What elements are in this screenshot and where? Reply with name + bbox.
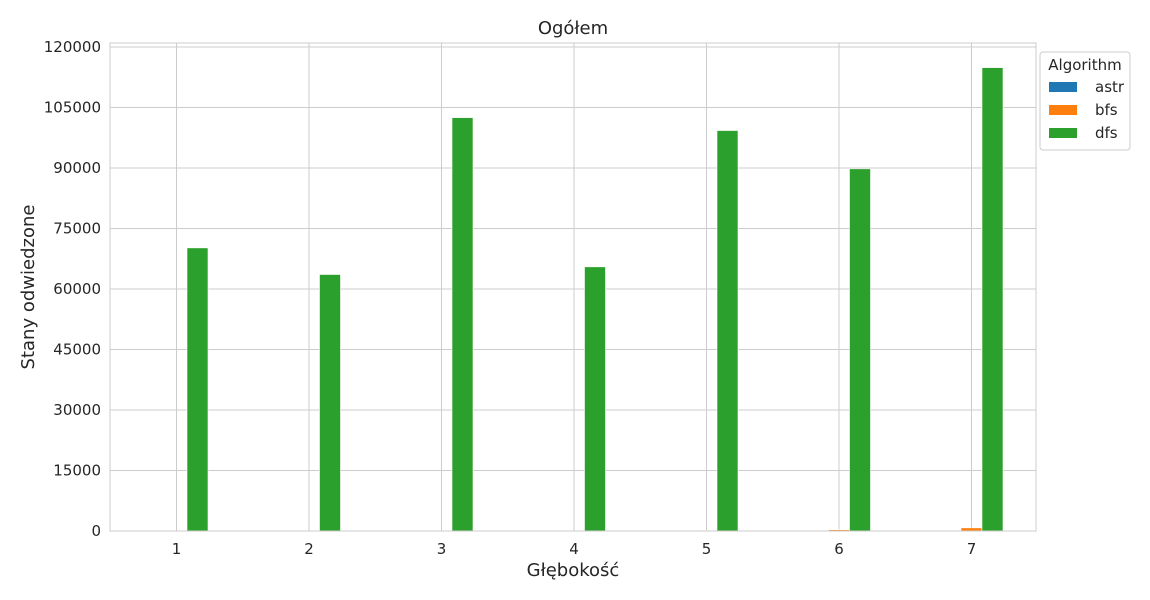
x-tick-label: 2 [304,540,314,558]
y-axis-ticks: 0 15000 30000 45000 60000 75000 90000 105000 120… [44,38,101,540]
y-tick-label: 75000 [53,220,101,238]
plot-frame [109,42,1037,532]
bar-dfs-6 [849,168,871,532]
bar-dfs-5 [716,130,739,532]
x-gridlines [176,43,972,531]
legend-label-astr: astr [1095,78,1125,96]
legend-title: Algorithm [1048,56,1121,74]
bar-dfs-4 [584,266,606,532]
x-tick-label: 1 [172,540,182,558]
x-tick-label: 3 [437,540,447,558]
legend-label-dfs: dfs [1095,124,1118,142]
x-tick-label: 5 [702,540,712,558]
chart-title: Ogółem [538,18,608,39]
y-tick-label: 105000 [44,99,101,117]
x-axis-ticks: 1 2 3 4 5 6 7 [172,540,977,558]
plot-background [110,43,1036,531]
bar-dfs-2 [319,274,341,532]
y-tick-label: 45000 [53,341,101,359]
legend-frame [1039,51,1131,151]
legend-label-bfs: bfs [1095,101,1118,119]
y-tick-label: 90000 [53,159,101,177]
legend-swatch-bfs [1049,105,1077,115]
bar-dfs-3 [451,117,474,532]
x-axis-label: Głębokość [527,560,620,581]
x-tick-label: 6 [834,540,844,558]
y-tick-label: 60000 [53,280,101,298]
y-tick-label: 0 [91,522,101,540]
bar-dfs-7 [981,67,1004,532]
y-tick-label: 120000 [44,38,101,56]
bar-dfs-1 [186,247,209,532]
x-tick-label: 4 [569,540,579,558]
legend-swatch-dfs [1049,128,1077,138]
x-tick-label: 7 [967,540,977,558]
legend: Algorithm astr bfs dfs [1039,51,1131,151]
y-gridlines [110,46,1036,532]
y-tick-label: 30000 [53,401,101,419]
legend-swatch-astr [1049,82,1077,92]
y-tick-label: 15000 [53,462,101,480]
y-axis-label: Stany odwiedzone [18,205,39,370]
